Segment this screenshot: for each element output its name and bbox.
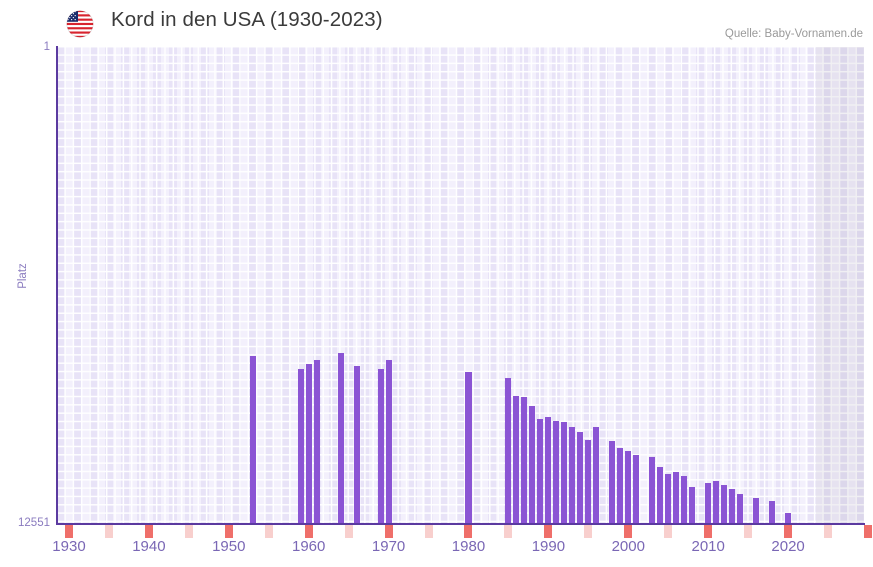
bar-2020[interactable] — [785, 512, 792, 524]
x-axis-line — [56, 523, 865, 525]
x-axis-tick-1980 — [464, 525, 473, 538]
bar-2010[interactable] — [705, 483, 712, 524]
x-axis-label-2010: 2010 — [691, 538, 725, 555]
bar-2004[interactable] — [657, 466, 664, 524]
x-axis-labels: 1930 1940 1950 1960 1970 1980 1990 2000 2010 2020 — [0, 538, 873, 564]
y-axis-tick-bottom: 12551 — [18, 517, 50, 529]
bar-1995[interactable] — [585, 439, 592, 524]
bar-series — [57, 47, 864, 524]
bar-2011[interactable] — [713, 481, 720, 524]
x-axis-tick-1985 — [504, 525, 513, 538]
x-axis-tick-1975 — [424, 525, 433, 538]
bar-2014[interactable] — [737, 493, 744, 524]
chart-header: Kord in den USA (1930-2023) Quelle: Baby… — [0, 0, 873, 46]
x-axis-label-1990: 1990 — [531, 538, 566, 555]
bar-1991[interactable] — [553, 421, 560, 524]
x-axis-tick-1970 — [384, 525, 393, 538]
us-flag-icon — [62, 10, 98, 38]
x-axis-tick-1930 — [64, 525, 73, 538]
bar-2007[interactable] — [681, 476, 688, 524]
y-axis-tick-top: 1 — [43, 41, 50, 53]
bar-2001[interactable] — [633, 454, 640, 524]
bar-1989[interactable] — [537, 418, 544, 524]
y-axis-label: Platz — [17, 263, 29, 289]
bar-1964[interactable] — [337, 353, 344, 524]
x-axis-label-1930: 1930 — [52, 538, 86, 555]
x-axis-tick-1945 — [184, 525, 193, 538]
x-axis-ticks — [57, 525, 872, 538]
x-axis-tick-1990 — [544, 525, 553, 538]
bar-1966[interactable] — [353, 365, 360, 524]
bar-1987[interactable] — [521, 397, 528, 524]
bar-2013[interactable] — [729, 489, 736, 524]
x-axis-tick-2025 — [824, 525, 833, 538]
x-axis-label-2020: 2020 — [771, 538, 805, 555]
bar-1994[interactable] — [577, 431, 584, 524]
bar-1969[interactable] — [377, 368, 384, 524]
x-axis-label-1970: 1970 — [371, 538, 406, 555]
bar-1992[interactable] — [561, 422, 568, 524]
bar-1985[interactable] — [505, 378, 512, 524]
x-axis-tick-1965 — [344, 525, 353, 538]
bar-1980[interactable] — [465, 372, 472, 524]
x-axis-label-1950: 1950 — [212, 538, 246, 555]
bar-2012[interactable] — [721, 485, 728, 524]
x-axis-label-1980: 1980 — [451, 538, 486, 555]
x-axis-tick-1955 — [264, 525, 273, 538]
bar-2018[interactable] — [769, 500, 776, 524]
source-label: Quelle: Baby-Vornamen.de — [724, 28, 863, 40]
x-axis-label-1960: 1960 — [292, 538, 326, 555]
bar-1960[interactable] — [305, 363, 312, 524]
bar-1986[interactable] — [513, 395, 520, 524]
x-axis-label-1940: 1940 — [132, 538, 166, 555]
bar-2005[interactable] — [665, 474, 672, 524]
bar-2016[interactable] — [753, 497, 760, 524]
x-axis-tick-2015 — [744, 525, 753, 538]
bar-1998[interactable] — [609, 441, 616, 524]
x-axis-tick-2005 — [664, 525, 673, 538]
x-axis-tick-1940 — [144, 525, 153, 538]
bar-2006[interactable] — [673, 471, 680, 524]
bar-1996[interactable] — [593, 427, 600, 524]
bar-2008[interactable] — [689, 487, 696, 524]
bar-2000[interactable] — [625, 451, 632, 524]
x-axis-tick-2000 — [624, 525, 633, 538]
bar-1961[interactable] — [313, 359, 320, 524]
bar-1953[interactable] — [249, 355, 256, 524]
bar-1999[interactable] — [617, 448, 624, 524]
page-title: Kord in den USA (1930-2023) — [111, 8, 383, 31]
bar-1959[interactable] — [297, 368, 304, 524]
x-axis-tick-2010 — [704, 525, 713, 538]
x-axis-tick-1960 — [304, 525, 313, 538]
bar-1988[interactable] — [529, 406, 536, 524]
bar-1990[interactable] — [545, 416, 552, 524]
x-axis-label-2000: 2000 — [611, 538, 645, 555]
x-axis-tick-1995 — [584, 525, 593, 538]
y-axis-line — [56, 46, 58, 525]
x-axis-tick-1950 — [224, 525, 233, 538]
bar-1993[interactable] — [569, 427, 576, 524]
x-axis-tick-2030 — [864, 525, 872, 538]
x-axis-tick-1935 — [104, 525, 113, 538]
bar-2003[interactable] — [649, 457, 656, 524]
x-axis-tick-2020 — [784, 525, 793, 538]
bar-1970[interactable] — [385, 360, 392, 524]
chart-plot-area — [57, 47, 864, 524]
